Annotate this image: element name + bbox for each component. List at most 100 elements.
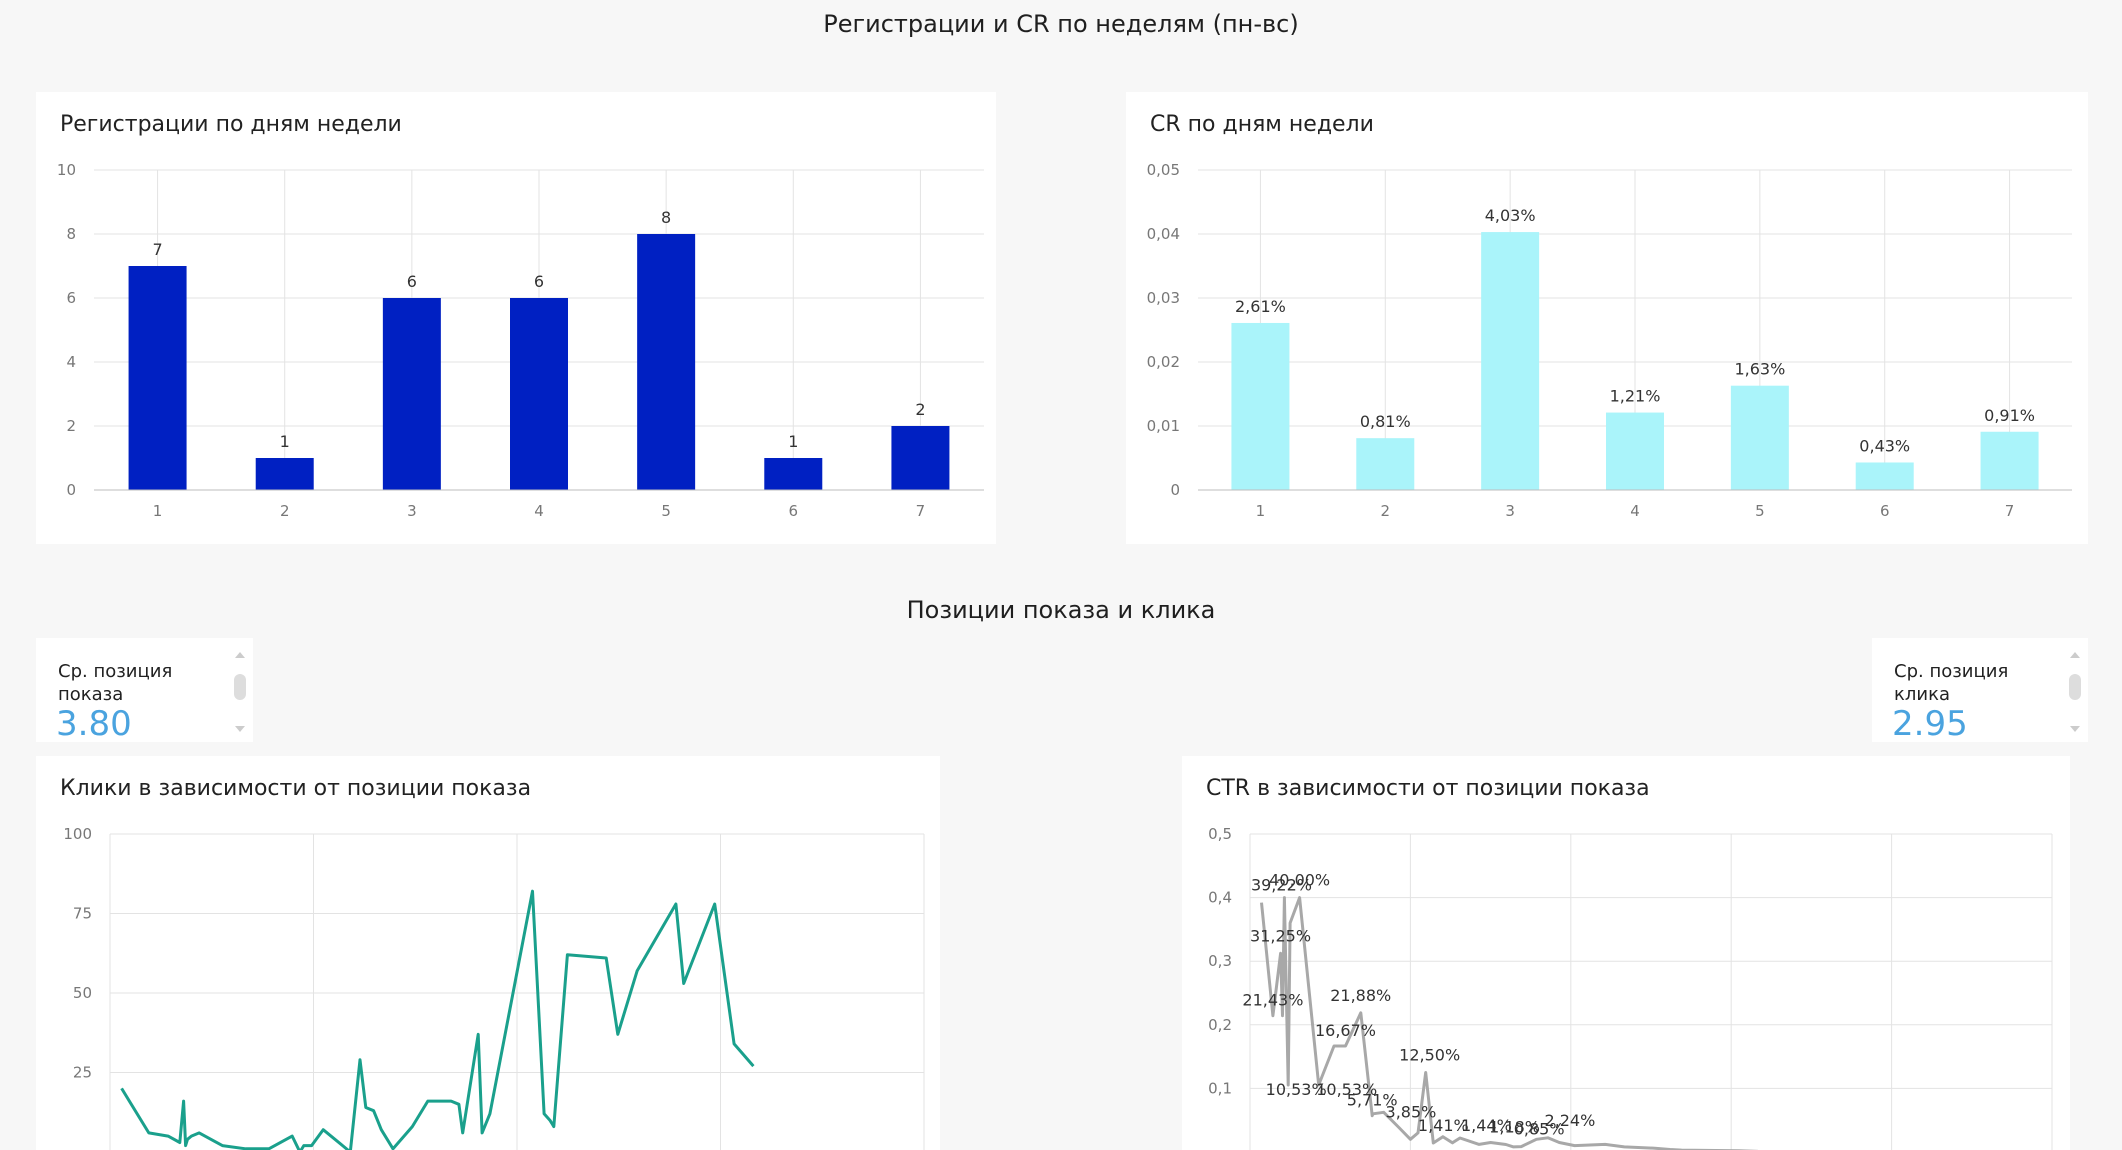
cr-data-label: 1,63% [1734, 360, 1785, 379]
ctr-point-label: 0,85% [1514, 1120, 1565, 1139]
ctr-point-label: 2,24% [1544, 1111, 1595, 1130]
cr-chart-card: CR по дням недели 0 0,01 0,02 0,03 0,04 0,05 2… [1126, 92, 2088, 544]
ctr-point-label: 10,53% [1316, 1080, 1377, 1099]
cr-ytick-label: 0,01 [1147, 417, 1180, 435]
registrations-data-label: 6 [534, 272, 544, 291]
scroll-up-arrow-icon[interactable] [2070, 652, 2080, 658]
cr-xtick-label: 5 [1755, 502, 1765, 520]
registrations-ytick-label: 2 [66, 417, 76, 435]
registrations-data-label: 7 [152, 240, 162, 259]
ctr-point-label: 21,88% [1330, 986, 1391, 1005]
registrations-bar [382, 298, 441, 490]
registrations-data-label: 1 [788, 432, 798, 451]
scroll-thumb[interactable] [234, 674, 246, 700]
registrations-xtick-label: 3 [407, 502, 417, 520]
registrations-xtick-label: 1 [153, 502, 163, 520]
ctr-point-label: 1,18% [1489, 1117, 1540, 1136]
cr-bar [1855, 462, 1914, 490]
ctr-point-label: 5,71% [1347, 1091, 1398, 1110]
scroll-up-arrow-icon[interactable] [235, 652, 245, 658]
cr-ytick-label: 0,04 [1147, 225, 1180, 243]
cr-bar [1231, 322, 1290, 490]
cr-ytick-label: 0,02 [1147, 353, 1180, 371]
cr-xtick-label: 2 [1381, 502, 1391, 520]
registrations-ytick-label: 6 [66, 289, 76, 307]
registrations-chart-card: Регистрации по дням недели 0 2 4 6 8 10 7 1 1 2 6 3… [36, 92, 996, 544]
registrations-ytick-label: 10 [57, 161, 76, 179]
cr-data-label: 4,03% [1485, 206, 1536, 225]
cr-data-label: 0,43% [1859, 436, 1910, 455]
ctr-point-label: 39,22% [1251, 876, 1312, 895]
ctr-point-label: 40,00% [1269, 871, 1330, 890]
registrations-data-label: 2 [915, 400, 925, 419]
kpi-click-position-value: 2.95 [1892, 704, 1968, 744]
kpi-show-position-card: Ср. позиция показа 3.80 [36, 638, 253, 744]
clicks-ytick-label: 50 [73, 984, 92, 1002]
registrations-xtick-label: 6 [789, 502, 799, 520]
registrations-data-label: 1 [280, 432, 290, 451]
registrations-bar [764, 458, 823, 490]
section-title-positions: Позиции показа и клика [906, 596, 1216, 624]
ctr-point-label: 31,25% [1250, 926, 1311, 945]
clicks-chart-title: Клики в зависимости от позиции показа [60, 776, 532, 801]
registrations-xtick-label: 2 [280, 502, 290, 520]
cr-ytick-label: 0 [1170, 481, 1180, 499]
cr-xtick-label: 7 [2005, 502, 2015, 520]
cr-ytick-label: 0,05 [1147, 161, 1180, 179]
scroll-thumb[interactable] [2069, 674, 2081, 700]
registrations-ytick-label: 0 [66, 481, 76, 499]
cr-xtick-label: 3 [1505, 502, 1515, 520]
clicks-ytick-label: 25 [73, 1064, 92, 1082]
clicks-series-line [120, 889, 755, 1150]
section-title-registrations: Регистрации и CR по неделям (пн-вс) [823, 10, 1299, 38]
registrations-bar [510, 298, 568, 490]
cr-data-label: 0,81% [1360, 412, 1411, 431]
cr-xtick-label: 4 [1630, 502, 1640, 520]
registrations-ytick-label: 4 [66, 353, 76, 371]
registrations-xtick-label: 5 [661, 502, 671, 520]
kpi-show-position-label: Ср. позиция показа [58, 661, 173, 705]
ctr-ytick-label: 0,1 [1208, 1079, 1232, 1097]
registrations-data-label: 8 [661, 208, 671, 227]
cr-bar [1356, 438, 1415, 490]
ctr-chart-title: CTR в зависимости от позиции показа [1206, 776, 1650, 801]
ctr-point-label: 3,85% [1386, 1103, 1437, 1122]
cr-data-label: 1,21% [1610, 387, 1661, 406]
ctr-ytick-label: 0,2 [1208, 1016, 1232, 1034]
registrations-xtick-label: 7 [916, 502, 926, 520]
clicks-chart-card: Клики в зависимости от позиции показа 25… [36, 756, 940, 1150]
ctr-chart-card: CTR в зависимости от позиции показа 0,1 0… [1182, 756, 2070, 1150]
cr-bar [1481, 232, 1540, 490]
ctr-point-label: 1,41% [1418, 1116, 1469, 1135]
kpi-click-position-card: Ср. позиция клика 2.95 [1872, 638, 2088, 744]
registrations-bar [255, 458, 314, 490]
cr-xtick-label: 1 [1256, 502, 1266, 520]
ctr-point-label: 21,43% [1242, 991, 1303, 1010]
clicks-chart: 25 50 75 100 [63, 825, 925, 1150]
kpi-show-position-value: 3.80 [56, 704, 132, 744]
ctr-series-line [1260, 896, 1758, 1150]
clicks-ytick-label: 75 [73, 905, 92, 923]
registrations-bar [637, 234, 696, 490]
cr-xtick-label: 6 [1880, 502, 1890, 520]
registrations-chart-title: Регистрации по дням недели [60, 112, 402, 137]
kpi-click-position-scrollbar[interactable] [2068, 652, 2082, 732]
ctr-ytick-label: 0,4 [1208, 889, 1232, 907]
scroll-down-arrow-icon[interactable] [2070, 726, 2080, 732]
ctr-point-label: 12,50% [1399, 1046, 1460, 1065]
registrations-bar [128, 266, 187, 490]
cr-bar [1730, 385, 1789, 490]
scroll-down-arrow-icon[interactable] [235, 726, 245, 732]
cr-bar [1606, 412, 1664, 490]
ctr-chart: 0,1 0,2 0,3 0,4 0,5 39,22% 31,25% 21,43% 40,00% 1… [1208, 825, 2053, 1150]
registrations-bar [891, 426, 950, 490]
ctr-point-label: 16,67% [1315, 1021, 1376, 1040]
kpi-show-position-scrollbar[interactable] [233, 652, 247, 732]
registrations-data-label: 6 [407, 272, 417, 291]
ctr-ytick-label: 0,3 [1208, 952, 1232, 970]
registrations-xtick-label: 4 [534, 502, 544, 520]
ctr-ytick-label: 0,5 [1208, 825, 1232, 843]
registrations-ytick-label: 8 [66, 225, 76, 243]
cr-bar [1980, 431, 2039, 490]
cr-chart-title: CR по дням недели [1150, 112, 1374, 137]
